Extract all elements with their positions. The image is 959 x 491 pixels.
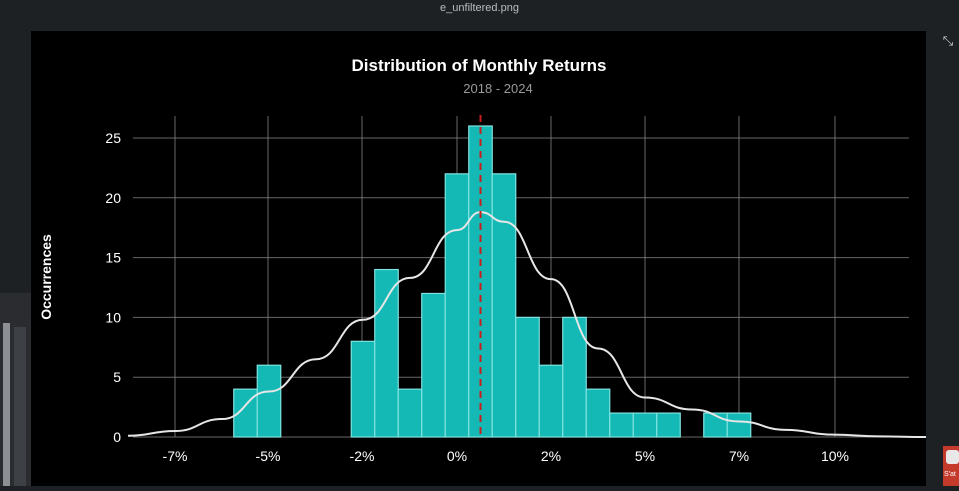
histogram-bar [421,292,446,438]
histogram-bar [538,364,564,438]
y-tick-label: 0 [113,429,121,445]
density-curve [127,211,928,438]
histogram-chart: Distribution of Monthly Returns 2018 - 2… [38,56,928,464]
x-tick-label: -7% [163,448,188,464]
histogram-bar [609,412,634,438]
y-tick-label: 10 [105,309,121,325]
grid-lines [133,116,909,438]
x-tick-label: 7% [729,448,749,464]
histogram-bar [632,412,658,438]
background-shape [3,323,10,486]
histogram-bar [585,388,611,438]
corner-notification-widget[interactable]: S'at [943,446,959,486]
background-shape [14,327,26,486]
density-curve-layer [127,115,928,438]
y-tick-label: 15 [105,250,121,266]
chart-subtitle: 2018 - 2024 [463,81,532,96]
histogram-bar [444,173,470,438]
left-background-strip [0,293,31,486]
histogram-bar [256,364,282,438]
histogram-bar [397,388,423,438]
x-tick-label: 2% [541,448,561,464]
y-tick-label: 25 [105,130,121,146]
histogram-bar [350,340,376,438]
histogram-bar [468,125,493,438]
x-tick-label: -5% [256,448,281,464]
y-axis-label: Occurrences [38,234,54,320]
histogram-bars [233,125,752,438]
y-tick-label: 5 [113,369,121,385]
window-filename: e_unfiltered.png [440,2,519,14]
x-tick-label: 0% [447,448,467,464]
x-tick-label: 10% [821,448,849,464]
x-tick-label: -2% [350,448,375,464]
histogram-bar [491,173,517,438]
y-tick-labels: 0 5 10 15 20 25 [105,130,121,445]
histogram-bar [726,412,752,438]
x-tick-label: 5% [635,448,655,464]
x-tick-labels: -7% -5% -2% 0% 2% 5% 7% 10% [163,448,849,464]
right-sidebar [926,31,959,486]
y-tick-label: 20 [105,190,121,206]
notification-icon [946,450,959,464]
notification-text: S'at [944,471,956,478]
histogram-bar [515,316,540,438]
window-title-bar: e_unfiltered.png [0,0,959,30]
image-viewer: Distribution of Monthly Returns 2018 - 2… [31,31,928,486]
histogram-bar [703,412,728,438]
expand-icon[interactable]: ⤡ [942,34,954,49]
chart-title: Distribution of Monthly Returns [352,56,607,75]
histogram-bar [374,268,399,438]
histogram-bar [656,412,681,438]
histogram-bar [562,316,587,438]
